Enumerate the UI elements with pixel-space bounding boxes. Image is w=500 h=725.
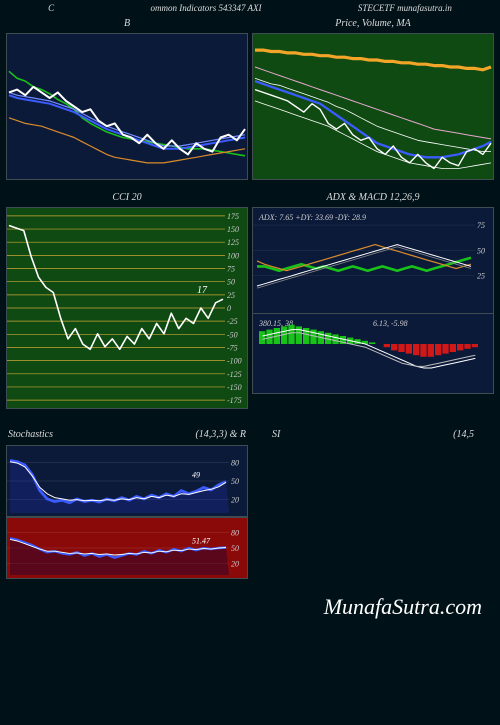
- watermark: MunafaSutra.com: [324, 594, 482, 620]
- header-right: STECETF munafasutra.in: [358, 3, 452, 13]
- row-1: B Price, Volume, MA: [0, 16, 500, 180]
- stoch-title: Stochastics: [8, 429, 53, 445]
- stoch-title-right: (14,3,3) & R: [195, 429, 246, 445]
- row-2: CCI 20 175 150 125 100 75 50 25 0 -25 -50 -75 -100 -…: [0, 190, 500, 409]
- svg-text:17: 17: [197, 285, 208, 296]
- header-left: C: [48, 3, 54, 13]
- price-ma-panel: [252, 33, 494, 180]
- svg-text:-125: -125: [227, 370, 242, 379]
- cci-wrap: CCI 20 175 150 125 100 75 50 25 0 -25 -50 -75 -100 -…: [6, 190, 248, 409]
- svg-text:20: 20: [231, 496, 239, 505]
- rsi-title-row: SI (14,5: [252, 429, 494, 445]
- svg-text:49: 49: [192, 471, 200, 480]
- cci-panel: 175 150 125 100 75 50 25 0 -25 -50 -75 -100 -125 -150…: [6, 207, 248, 409]
- stoch-panel: 80 50 20 49 80 50 20 51.47: [6, 445, 248, 579]
- svg-text:175: 175: [227, 212, 239, 221]
- svg-text:50: 50: [231, 544, 239, 553]
- svg-text:75: 75: [227, 265, 235, 274]
- price-ma-title: Price, Volume, MA: [252, 16, 494, 33]
- svg-text:80: 80: [231, 528, 239, 537]
- adx-macd-panel: ADX: 7.65 +DY: 33.69 -DY: 28.9 75 50 25 380.…: [252, 207, 494, 394]
- svg-text:150: 150: [227, 225, 239, 234]
- adx-title: ADX & MACD 12,26,9: [252, 190, 494, 207]
- svg-text:50: 50: [477, 246, 485, 255]
- stoch-title-row: Stochastics (14,3,3) & R: [6, 429, 248, 445]
- page-header: C ommon Indicators 543347 AXI STECETF mu…: [0, 0, 500, 16]
- svg-text:50: 50: [231, 477, 239, 486]
- header-mid: ommon Indicators 543347 AXI: [150, 3, 261, 13]
- svg-text:ADX: 7.65 +DY: 33.69 -DY: 28.9: ADX: 7.65 +DY: 33.69 -DY: 28.9: [258, 213, 366, 222]
- svg-text:-175: -175: [227, 396, 242, 405]
- svg-text:50: 50: [227, 278, 235, 287]
- svg-text:-75: -75: [227, 343, 238, 352]
- cci-title: CCI 20: [6, 190, 248, 207]
- adx-wrap: ADX & MACD 12,26,9 ADX: 7.65 +DY: 33.69 …: [252, 190, 494, 409]
- row-3: Stochastics (14,3,3) & R 80 50 20 49 80 50 20 5…: [0, 429, 500, 579]
- stoch-wrap: Stochastics (14,3,3) & R 80 50 20 49 80 50 20 5…: [6, 429, 248, 579]
- svg-text:25: 25: [477, 272, 485, 281]
- svg-text:51.47: 51.47: [192, 536, 211, 545]
- svg-text:20: 20: [231, 560, 239, 569]
- svg-text:100: 100: [227, 251, 239, 260]
- bollinger-title: B: [6, 16, 248, 33]
- price-ma-wrap: Price, Volume, MA: [252, 16, 494, 180]
- svg-text:-25: -25: [227, 317, 238, 326]
- svg-text:75: 75: [477, 221, 485, 230]
- bollinger-panel: [6, 33, 248, 180]
- svg-text:-50: -50: [227, 330, 238, 339]
- svg-text:125: 125: [227, 238, 239, 247]
- svg-text:6.13, -5.98: 6.13, -5.98: [373, 319, 408, 328]
- rsi-wrap: SI (14,5: [252, 429, 494, 579]
- svg-text:-100: -100: [227, 357, 242, 366]
- rsi-title-mid: SI: [272, 429, 280, 445]
- rsi-title-far: (14,5: [453, 429, 474, 445]
- svg-text:25: 25: [227, 291, 235, 300]
- svg-text:80: 80: [231, 458, 239, 467]
- svg-text:0: 0: [227, 304, 231, 313]
- bollinger-wrap: B: [6, 16, 248, 180]
- svg-text:380.15, 38: 380.15, 38: [258, 319, 293, 328]
- svg-text:-150: -150: [227, 383, 242, 392]
